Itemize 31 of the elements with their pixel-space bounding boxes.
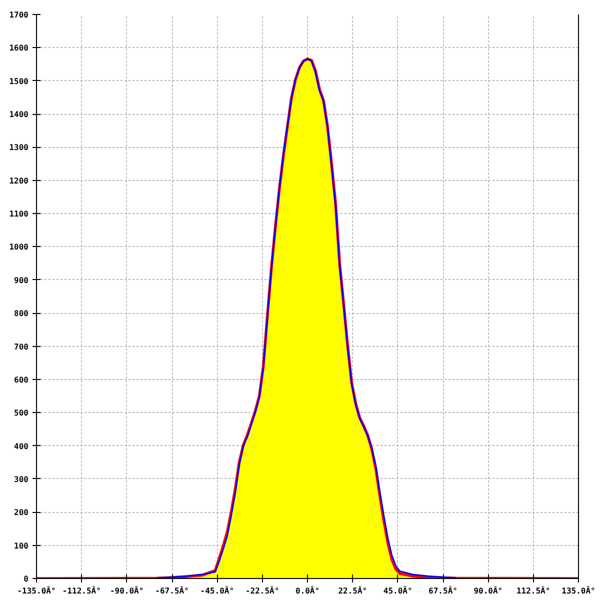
x-tick-label: -135.0Â°	[17, 586, 56, 596]
x-tick-label: 67.5Â°	[428, 586, 458, 596]
x-tick-label: 90.0Â°	[474, 586, 503, 596]
x-tick-label: -90.0Â°	[110, 586, 144, 596]
x-tick-label: 45.0Â°	[383, 586, 412, 596]
x-tick-label: 0.0Â°	[295, 586, 320, 596]
y-tick-label: 300	[14, 474, 29, 484]
y-tick-label: 900	[14, 276, 29, 285]
y-tick-label: 800	[14, 309, 29, 318]
y-tick-label: 1700	[9, 10, 29, 20]
x-tick-label: -67.5Â°	[155, 586, 189, 596]
y-tick-label: 400	[14, 442, 29, 451]
y-tick-label: 600	[14, 375, 29, 384]
y-tick-label: 1300	[9, 143, 29, 152]
x-tick-label: 112.5Â°	[516, 586, 550, 596]
y-tick-label: 1200	[9, 176, 29, 186]
x-tick-label: 22.5Â°	[338, 586, 368, 596]
y-tick-label: 1000	[9, 242, 29, 252]
y-tick-label: 100	[14, 541, 29, 550]
x-tick-label: 135.0Â°	[562, 586, 596, 596]
y-tick-label: 0	[24, 574, 29, 584]
y-tick-label: 1600	[9, 44, 29, 53]
y-tick-label: 1400	[9, 110, 29, 120]
x-tick-label: -22.5Â°	[245, 586, 280, 596]
x-tick-label: -45.0Â°	[200, 586, 234, 596]
y-tick-label: 700	[14, 342, 29, 352]
y-tick-label: 1500	[9, 76, 29, 86]
y-tick-label: 200	[14, 508, 29, 518]
x-tick-label: -112.5Â°	[62, 586, 101, 596]
y-tick-label: 1100	[9, 210, 29, 219]
y-tick-label: 500	[14, 408, 29, 418]
